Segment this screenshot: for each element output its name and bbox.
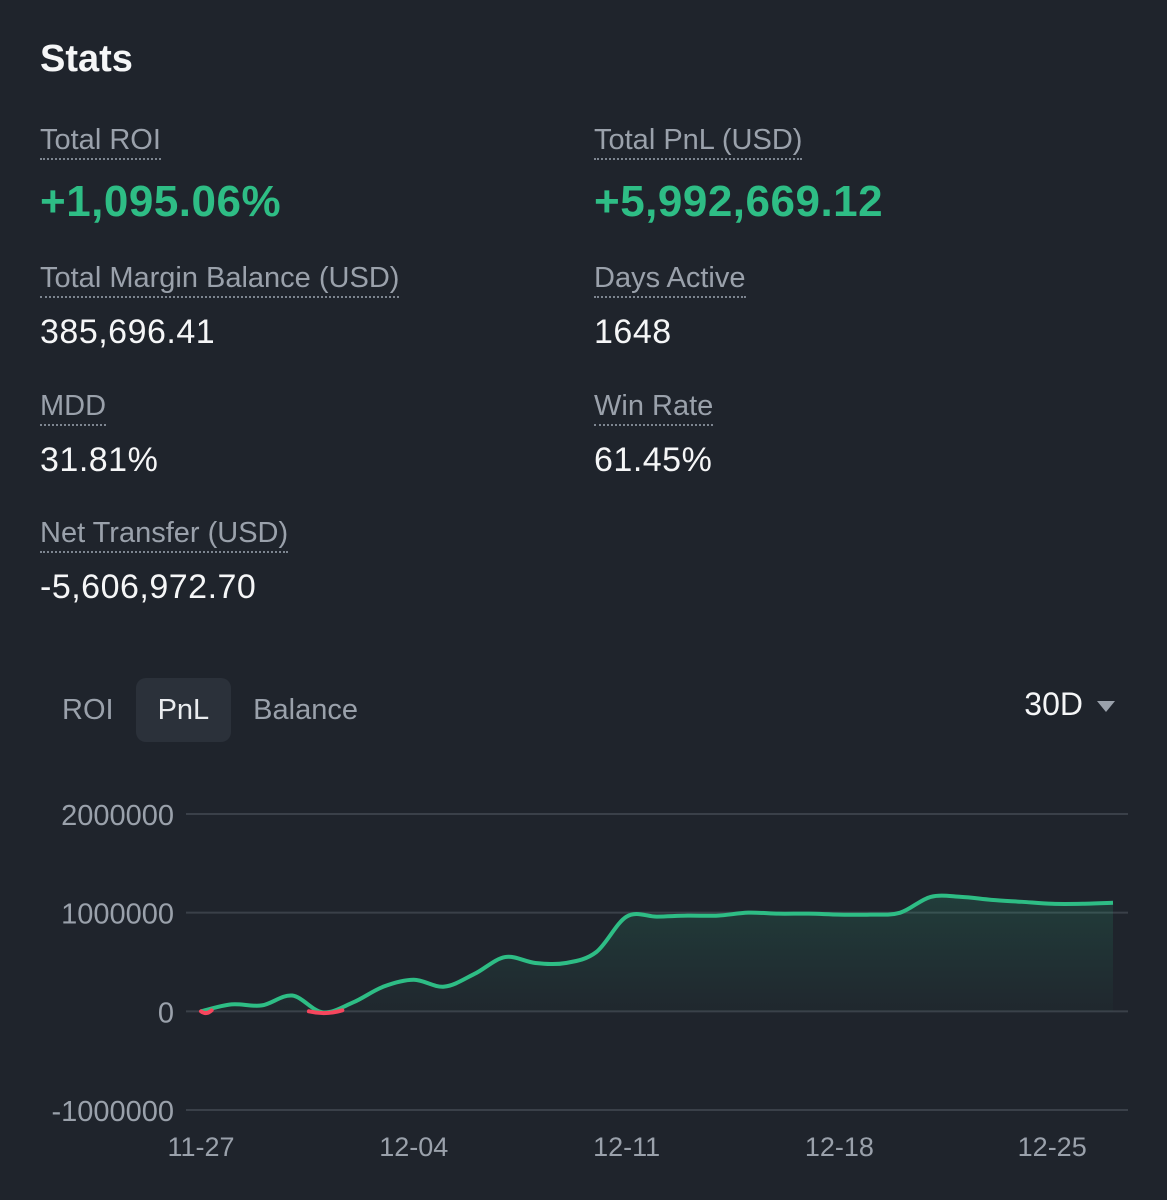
pnl-point [503, 955, 507, 959]
total-pnl-value: +5,992,669.12 [594, 177, 884, 226]
pnl-point [807, 912, 811, 916]
caret-down-icon [1097, 700, 1115, 712]
pnl-point [533, 961, 537, 965]
period-selector[interactable]: 30D [1024, 686, 1115, 723]
x-tick-label: 12-11 [593, 1132, 660, 1162]
x-tick-label: 12-25 [1018, 1132, 1087, 1162]
pnl-point [837, 913, 841, 917]
x-tick-label: 12-04 [379, 1132, 448, 1162]
net-transfer-label[interactable]: Net Transfer (USD) [40, 515, 289, 553]
pnl-point [442, 985, 446, 989]
mdd-label[interactable]: MDD [40, 388, 107, 426]
page-title: Stats [40, 38, 133, 80]
y-tick-label: -1000000 [51, 1096, 174, 1128]
y-axis-ticks: 2000000 1000000 0 -1000000 [51, 800, 174, 1128]
margin-balance-value: 385,696.41 [40, 313, 216, 351]
net-transfer-value: -5,606,972.70 [40, 568, 257, 606]
pnl-point [746, 911, 750, 915]
period-label: 30D [1024, 686, 1083, 722]
pnl-point [777, 912, 781, 916]
tab-roi[interactable]: ROI [62, 694, 114, 726]
pnl-point [1081, 902, 1085, 906]
pnl-point [381, 985, 385, 989]
pnl-point [351, 1000, 355, 1004]
margin-balance-label[interactable]: Total Margin Balance (USD) [40, 260, 400, 298]
stat-total-roi: Total ROI +1,095.06% [40, 122, 281, 228]
pnl-point [229, 1002, 233, 1006]
pnl-point [868, 913, 872, 917]
stat-win-rate: Win Rate 61.45% [594, 388, 714, 480]
pnl-point [898, 911, 902, 915]
y-tick-label: 1000000 [61, 899, 174, 931]
tab-pnl[interactable]: PnL [135, 678, 232, 742]
pnl-point [199, 1009, 203, 1013]
pnl-point [260, 1003, 264, 1007]
y-tick-label: 2000000 [61, 800, 174, 832]
pnl-line [199, 893, 1115, 1016]
pnl-line-path [200, 893, 1114, 1015]
x-tick-label: 12-18 [805, 1132, 874, 1162]
total-roi-value: +1,095.06% [40, 177, 282, 226]
pnl-point [473, 972, 477, 976]
pnl-negative-segment [306, 1008, 345, 1016]
pnl-point [594, 950, 598, 954]
tab-balance[interactable]: Balance [253, 694, 358, 726]
stat-total-pnl: Total PnL (USD) +5,992,669.12 [594, 122, 883, 228]
pnl-point [989, 898, 993, 902]
win-rate-label[interactable]: Win Rate [594, 388, 714, 426]
stat-margin-balance: Total Margin Balance (USD) 385,696.41 [40, 260, 400, 352]
pnl-point [412, 978, 416, 982]
chart-tabs: ROI PnL Balance [40, 678, 380, 742]
x-tick-label: 11-27 [167, 1132, 234, 1162]
pnl-point [716, 914, 720, 918]
pnl-point [685, 914, 689, 918]
stat-days-active: Days Active 1648 [594, 260, 746, 352]
x-axis-ticks: 11-27 12-04 12-11 12-18 12-25 [167, 1132, 1086, 1162]
win-rate-value: 61.45% [594, 441, 713, 479]
total-pnl-label[interactable]: Total PnL (USD) [594, 122, 803, 160]
pnl-negative-segment [199, 1008, 214, 1016]
days-active-value: 1648 [594, 313, 672, 351]
pnl-point [655, 915, 659, 919]
y-tick-label: 0 [158, 997, 174, 1029]
pnl-point [290, 994, 294, 998]
days-active-label[interactable]: Days Active [594, 260, 746, 298]
pnl-point [625, 915, 629, 919]
pnl-area [201, 895, 1113, 1013]
pnl-point [959, 895, 963, 899]
stat-net-transfer: Net Transfer (USD) -5,606,972.70 [40, 515, 289, 607]
pnl-point [321, 1010, 325, 1014]
pnl-point [1050, 902, 1054, 906]
stat-mdd: MDD 31.81% [40, 388, 158, 480]
mdd-value: 31.81% [40, 441, 159, 479]
pnl-point [1111, 901, 1115, 905]
total-roi-label[interactable]: Total ROI [40, 122, 161, 160]
pnl-point [1020, 900, 1024, 904]
pnl-point [564, 961, 568, 965]
pnl-point [929, 895, 933, 899]
